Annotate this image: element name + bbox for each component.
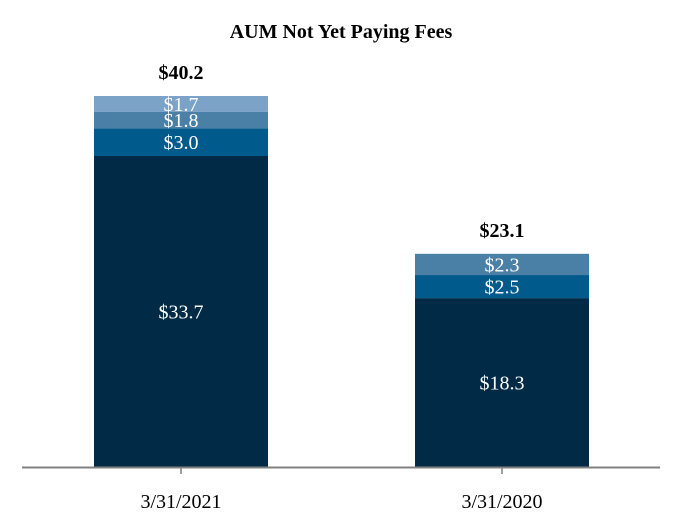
segment-data-label: $1.7	[164, 94, 199, 116]
bar-segment	[415, 253, 589, 276]
bar-segment	[94, 128, 268, 156]
bar-segment	[415, 275, 589, 299]
segment-data-label: $18.3	[480, 373, 525, 395]
bar-segment	[415, 298, 589, 467]
chart-title: AUM Not Yet Paying Fees	[230, 21, 453, 43]
total-data-label: $23.1	[480, 220, 525, 242]
segment-data-label: $2.5	[485, 277, 520, 299]
segment-data-label: $2.3	[485, 254, 520, 276]
segment-data-label: $1.8	[164, 110, 199, 132]
x-tick-label: 3/31/2020	[461, 491, 542, 513]
bar-segment	[94, 111, 268, 129]
bar-segment	[94, 96, 268, 112]
segment-data-label: $33.7	[159, 301, 204, 323]
bar-segment	[94, 155, 268, 468]
x-tick-label: 3/31/2021	[140, 491, 221, 513]
segment-data-label: $3.0	[164, 132, 199, 154]
total-data-label: $40.2	[159, 62, 204, 84]
